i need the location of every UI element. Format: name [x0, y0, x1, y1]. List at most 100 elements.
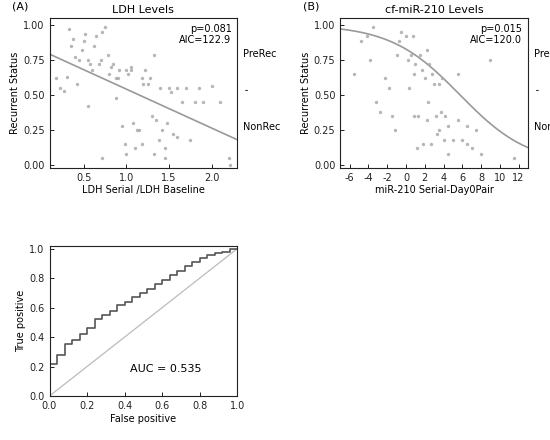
Title: cf-miR-210 Levels: cf-miR-210 Levels	[385, 5, 483, 15]
Point	[115, 66, 124, 73]
Point	[130, 145, 139, 152]
Point	[112, 94, 120, 101]
Text: AUC = 0.535: AUC = 0.535	[130, 364, 202, 374]
Point	[126, 63, 135, 70]
Point	[95, 60, 103, 67]
Point	[453, 117, 462, 124]
Point	[413, 145, 422, 152]
Point	[409, 70, 418, 77]
Point	[369, 24, 378, 31]
Title: LDH Levels: LDH Levels	[112, 5, 174, 15]
Point	[63, 73, 72, 80]
Point	[88, 66, 97, 73]
Text: PreRec: PreRec	[534, 49, 550, 59]
Point	[444, 122, 453, 129]
Point	[350, 70, 359, 77]
Point	[453, 70, 462, 77]
Point	[129, 119, 138, 126]
Point	[186, 136, 195, 143]
Point	[226, 161, 235, 169]
Point	[71, 53, 80, 60]
Point	[96, 56, 105, 63]
Point	[166, 88, 175, 95]
Point	[103, 52, 112, 59]
Point	[437, 74, 446, 81]
Point	[381, 74, 390, 81]
Point	[173, 133, 182, 140]
Point	[207, 83, 216, 90]
Point	[372, 98, 381, 105]
Point	[90, 42, 98, 49]
Point	[92, 32, 101, 39]
Point	[152, 117, 161, 124]
Point	[86, 60, 95, 67]
Point	[101, 24, 109, 31]
Point	[132, 126, 141, 133]
Point	[149, 150, 158, 157]
Point	[433, 131, 442, 138]
Point	[84, 103, 92, 110]
Point	[182, 84, 190, 91]
Point	[444, 150, 453, 157]
Point	[98, 28, 107, 35]
Point	[390, 126, 399, 133]
Point	[432, 112, 441, 119]
Point	[425, 60, 434, 67]
Point	[52, 74, 60, 81]
Point	[422, 46, 431, 53]
Point	[81, 31, 90, 38]
Point	[472, 126, 481, 133]
Text: NonRec: NonRec	[534, 122, 550, 132]
Point	[224, 154, 233, 161]
Point	[385, 84, 394, 91]
Point	[146, 74, 155, 81]
Point	[434, 126, 443, 133]
X-axis label: miR-210 Serial-Day0Pair: miR-210 Serial-Day0Pair	[375, 185, 493, 195]
Point	[105, 70, 114, 77]
Point	[463, 122, 471, 129]
Point	[404, 84, 413, 91]
Point	[137, 140, 146, 147]
Point	[164, 84, 173, 91]
Point	[388, 112, 397, 119]
Text: (A): (A)	[12, 2, 29, 11]
Point	[434, 80, 443, 87]
Point	[406, 52, 415, 59]
Point	[56, 84, 64, 91]
Point	[190, 98, 199, 105]
Text: p=0.015
AIC=120.0: p=0.015 AIC=120.0	[470, 24, 522, 45]
Point	[177, 98, 186, 105]
Point	[122, 66, 131, 73]
Point	[118, 122, 127, 129]
Point	[402, 32, 410, 39]
Point	[65, 26, 74, 33]
X-axis label: LDH Serial /LDH Baseline: LDH Serial /LDH Baseline	[82, 185, 205, 195]
Y-axis label: Recurrent Status: Recurrent Status	[301, 51, 311, 134]
Point	[394, 38, 403, 45]
Point	[147, 112, 156, 119]
Point	[68, 35, 77, 42]
Point	[163, 119, 172, 126]
Point	[417, 66, 426, 73]
Point	[173, 84, 182, 91]
Point	[112, 74, 120, 81]
Point	[199, 98, 207, 105]
Point	[67, 42, 75, 49]
Point	[423, 98, 432, 105]
Point	[486, 56, 495, 63]
Point	[141, 66, 150, 73]
Point	[439, 136, 448, 143]
Point	[75, 56, 84, 63]
Point	[135, 126, 144, 133]
Point	[422, 117, 431, 124]
Point	[160, 145, 169, 152]
Point	[419, 140, 427, 147]
Text: NonRec: NonRec	[243, 122, 280, 132]
Y-axis label: Recurrent Status: Recurrent Status	[10, 51, 20, 134]
Point	[408, 32, 417, 39]
Point	[404, 56, 412, 63]
Text: p=0.081
AIC=122.9: p=0.081 AIC=122.9	[179, 24, 232, 45]
Point	[137, 74, 146, 81]
Point	[107, 63, 116, 70]
Point	[158, 126, 167, 133]
